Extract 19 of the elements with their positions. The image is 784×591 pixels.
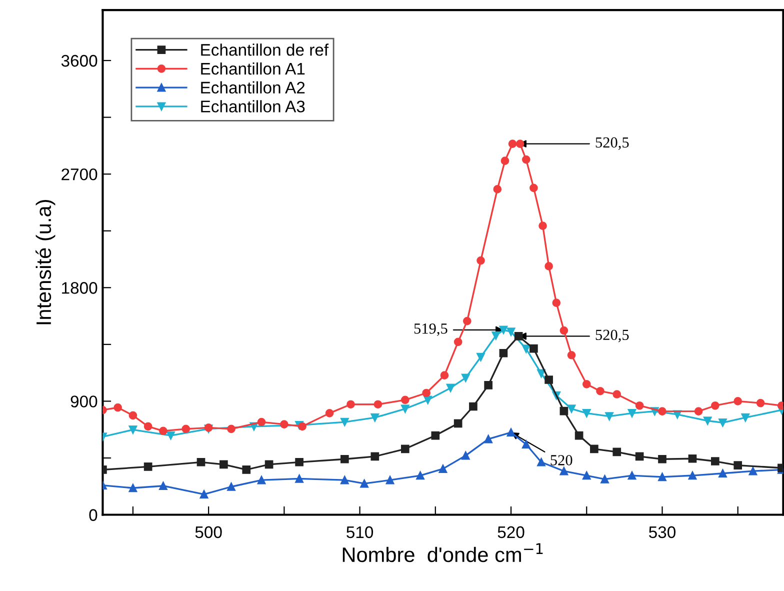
y-tick-label: 3600	[61, 54, 98, 67]
legend-label: Echantillon A2	[201, 81, 305, 94]
y-tick-label: 1800	[62, 282, 98, 294]
y-tick-label: 2700	[62, 168, 98, 180]
annotation: 520	[550, 455, 572, 466]
annotation: 520,5	[596, 330, 629, 342]
legend-label: Echantillon A1	[201, 62, 305, 75]
x-axis-title: Nombre d'onde cm$^{−1}$	[342, 543, 543, 562]
x-tick-label: 510	[346, 526, 374, 538]
y-tick-label: 0	[89, 509, 98, 521]
x-tick-label: 530	[649, 526, 676, 538]
annotation: 520,5	[596, 137, 629, 150]
y-axis-title: Intensité (u.a)	[36, 200, 56, 324]
y-tick-label: 900	[70, 396, 98, 408]
legend-label: Echantillon de ref	[201, 44, 329, 56]
annotation: 519,5	[414, 323, 448, 336]
x-tick-label: 500	[195, 526, 222, 538]
x-tick-label: 520	[498, 526, 524, 538]
legend-label: Echantillon A3	[201, 100, 305, 112]
